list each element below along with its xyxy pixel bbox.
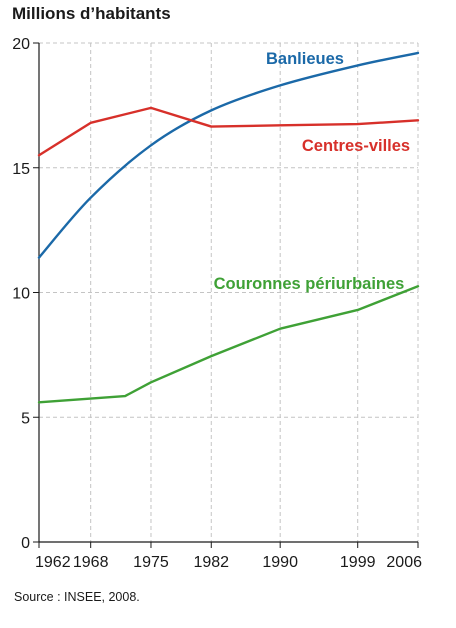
y-tick-label-20: 20 — [12, 36, 30, 53]
y-tick-labels: 0 5 10 15 20 — [12, 36, 30, 552]
x-tick-label-1975: 1975 — [133, 554, 169, 571]
x-tick-label-2006: 2006 — [386, 554, 422, 571]
series-line-banlieues — [37, 51, 420, 259]
y-axis-title: Millions d’habitants — [12, 4, 171, 23]
source-note: Source : INSEE, 2008. — [14, 590, 140, 604]
y-tick-label-15: 15 — [12, 161, 30, 178]
x-tick-label-1990: 1990 — [262, 554, 298, 571]
x-tick-label-1982: 1982 — [193, 554, 229, 571]
series-lines — [37, 51, 420, 404]
series-line-couronnes-periurbaines — [37, 285, 420, 404]
series-label-couronnes-periurbaines: Couronnes périurbaines — [214, 275, 405, 293]
x-tick-label-1968: 1968 — [73, 554, 109, 571]
grid-lines — [39, 42, 419, 542]
series-line-centres-villes — [37, 106, 420, 157]
x-tick-labels: 1962 1968 1975 1982 1990 1999 2006 — [35, 554, 422, 571]
y-tick-label-5: 5 — [21, 410, 30, 427]
x-tick-label-1999: 1999 — [340, 554, 376, 571]
series-label-banlieues: Banlieues — [266, 50, 344, 68]
series-labels: Banlieues Centres-villes Couronnes périurb… — [214, 50, 410, 293]
x-tick-label-1962: 1962 — [35, 554, 71, 571]
series-label-centres-villes: Centres-villes — [302, 137, 410, 155]
y-tick-label-10: 10 — [12, 286, 30, 303]
axes — [33, 42, 419, 548]
y-tick-label-0: 0 — [21, 535, 30, 552]
